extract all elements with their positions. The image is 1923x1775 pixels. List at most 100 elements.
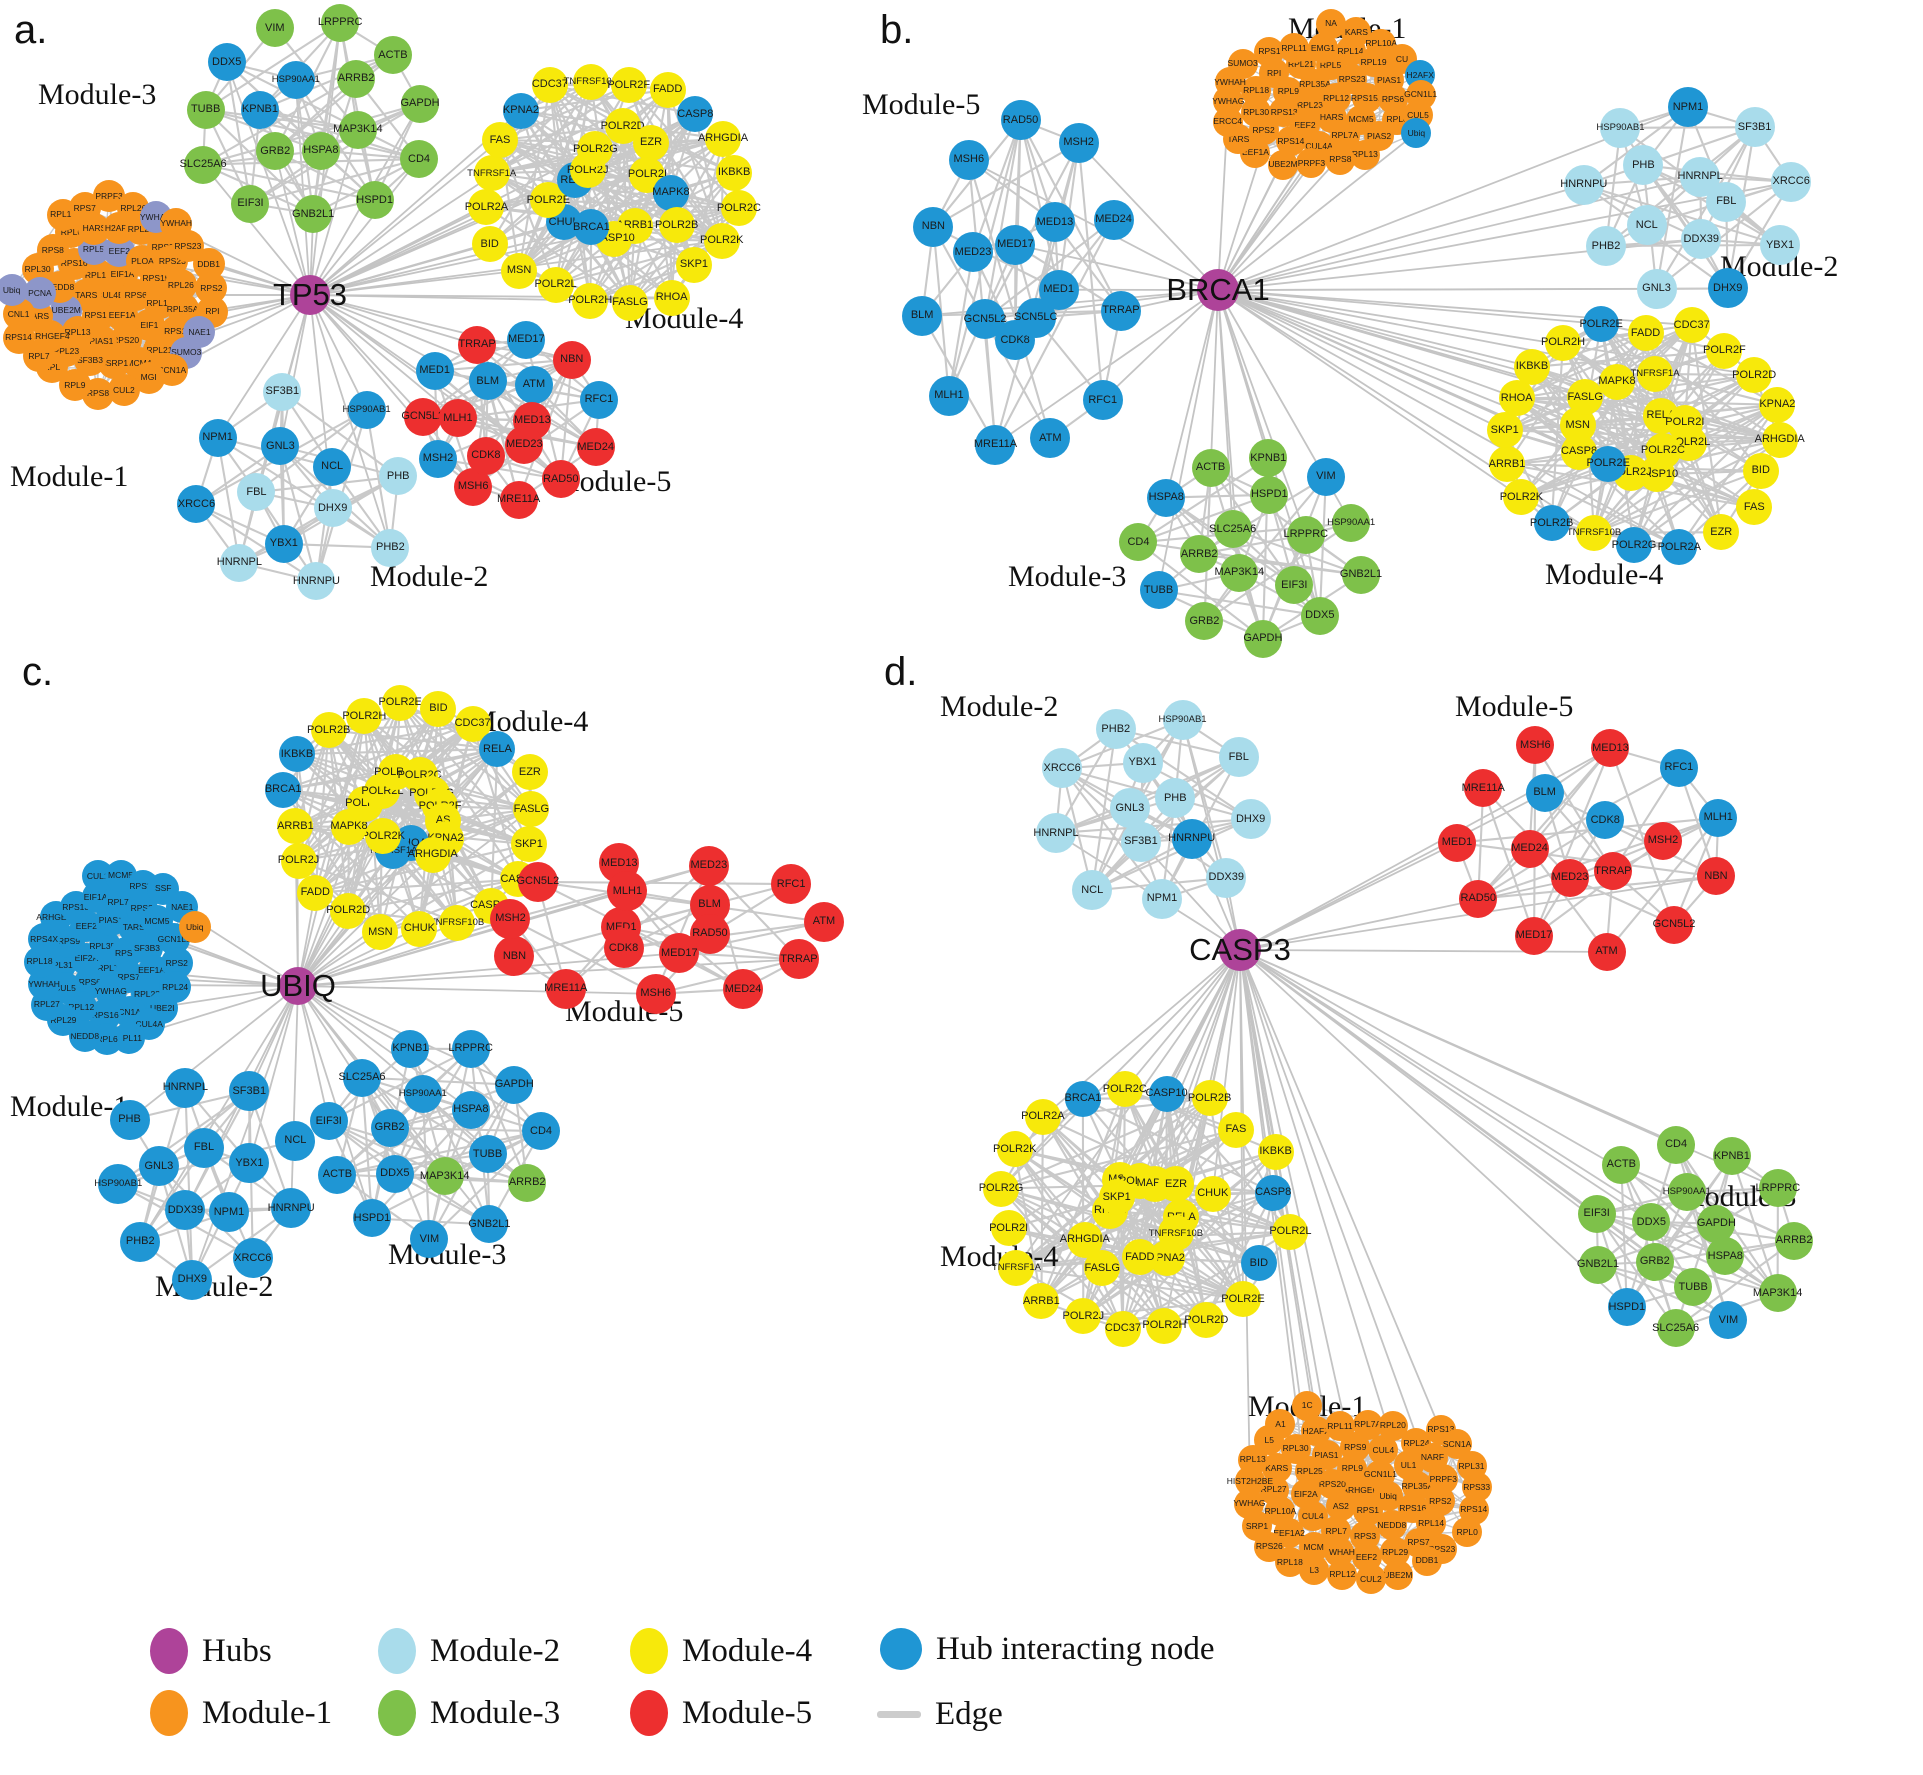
network-node[interactable]: SF3B1	[1734, 107, 1775, 148]
network-node[interactable]: SLC25A6	[1652, 1309, 1699, 1348]
network-node[interactable]: BRCA1	[265, 771, 302, 808]
network-node[interactable]: EZR	[1703, 514, 1740, 551]
network-node[interactable]: PHB2	[1586, 226, 1626, 267]
network-node[interactable]: SF3B1	[263, 372, 302, 411]
network-node[interactable]: LRPPRC	[318, 3, 362, 42]
network-node[interactable]: HSPA8	[1147, 478, 1186, 517]
network-node[interactable]: POLR2H	[1142, 1307, 1186, 1344]
network-node[interactable]: PHB	[379, 457, 418, 496]
network-node[interactable]: SF3B1	[229, 1071, 270, 1112]
network-node[interactable]: POLR2I	[989, 1210, 1028, 1247]
network-node[interactable]: DDB1	[1411, 1545, 1442, 1576]
network-node[interactable]: MED24	[576, 428, 615, 466]
network-node[interactable]: MED23	[688, 845, 729, 886]
network-node[interactable]: NBN	[552, 340, 591, 379]
network-node[interactable]: ACTB	[318, 1155, 357, 1194]
network-node[interactable]: PHB	[1155, 778, 1196, 819]
network-node[interactable]: GNB2L1	[468, 1205, 511, 1244]
network-node[interactable]: XRCC6	[1771, 161, 1812, 202]
network-node[interactable]: FASLG	[612, 284, 648, 321]
network-node[interactable]: HNRNPU	[1560, 164, 1607, 205]
network-node[interactable]: CHUK	[401, 910, 438, 947]
network-node[interactable]: ACTB	[373, 36, 412, 75]
network-node[interactable]: RELA	[479, 731, 516, 768]
network-node[interactable]: HSPD1	[1607, 1288, 1646, 1327]
network-node[interactable]: RPL11	[1279, 33, 1310, 64]
network-node[interactable]: GNB2L1	[1577, 1245, 1619, 1284]
network-node[interactable]: ARRB2	[1180, 535, 1219, 574]
network-node[interactable]: TNFRSF10B	[430, 904, 484, 941]
network-node[interactable]: MLH1	[1699, 798, 1738, 837]
network-node[interactable]: GAPDH	[401, 84, 440, 123]
network-node[interactable]: ATM	[1587, 932, 1626, 971]
network-node[interactable]: ARRB1	[1023, 1283, 1060, 1320]
network-node[interactable]: RFC1	[1659, 748, 1698, 787]
network-node[interactable]: GCN5L2	[401, 397, 444, 436]
network-node[interactable]: NBN	[494, 936, 535, 977]
network-node[interactable]: HSP90AB1	[94, 1163, 142, 1204]
network-node[interactable]: HSP90AA1	[272, 60, 320, 99]
network-node[interactable]: RAD50	[1000, 100, 1041, 141]
network-node[interactable]: PHB	[109, 1099, 150, 1140]
network-node[interactable]: MED24	[1093, 199, 1134, 240]
network-node[interactable]: CD4	[400, 140, 439, 179]
network-node[interactable]: NCL	[1072, 870, 1113, 911]
network-node[interactable]: FAS	[1217, 1111, 1254, 1148]
network-node[interactable]: TNFRSF1A	[467, 155, 516, 192]
network-node[interactable]: MSH6	[1516, 726, 1555, 765]
network-node[interactable]: MSH6	[948, 139, 989, 180]
network-node[interactable]: KPNA2	[1759, 386, 1795, 423]
network-node[interactable]: VIM	[1709, 1301, 1748, 1340]
network-node[interactable]: FAS	[1736, 489, 1773, 526]
network-node[interactable]: POLR2H	[568, 282, 612, 319]
network-node[interactable]: HSPD1	[1250, 475, 1289, 514]
network-node[interactable]: RPL0	[1452, 1516, 1483, 1547]
network-node[interactable]: RHOA	[1498, 380, 1535, 417]
network-node[interactable]: MSH2	[1058, 122, 1099, 163]
network-node[interactable]: EIF3I	[1275, 566, 1314, 605]
network-node[interactable]: SLC25A6	[180, 145, 227, 184]
network-node[interactable]: UBE2M	[1267, 149, 1298, 180]
network-node[interactable]: TNFRSF1A	[1630, 355, 1680, 392]
network-node[interactable]: XRCC6	[177, 485, 216, 524]
network-node[interactable]: FBL	[1706, 181, 1747, 222]
network-node[interactable]: MED1	[1438, 823, 1476, 862]
network-node[interactable]: 1C	[1292, 1390, 1323, 1421]
network-node[interactable]: ATM	[804, 901, 844, 942]
network-node[interactable]: BID	[420, 690, 457, 727]
network-node[interactable]: GNB2L1	[1340, 555, 1382, 594]
network-node[interactable]: MLH1	[607, 871, 648, 912]
network-node[interactable]: HNRNPL	[217, 543, 262, 582]
network-node[interactable]: DDX39	[165, 1190, 206, 1231]
network-node[interactable]: CDK8	[466, 436, 505, 475]
network-node[interactable]: YBX1	[264, 524, 303, 563]
network-node[interactable]: RFC1	[771, 864, 812, 905]
network-node[interactable]: POLR2B	[1188, 1080, 1231, 1117]
network-node[interactable]: POLR2E	[1587, 445, 1630, 482]
network-node[interactable]: MED17	[659, 933, 700, 974]
network-node[interactable]: TNFRSF1A	[992, 1249, 1041, 1286]
network-node[interactable]: GNL3	[1636, 268, 1677, 309]
network-node[interactable]: POLR2L	[1269, 1213, 1312, 1250]
network-node[interactable]: HSP90AA1	[399, 1075, 447, 1114]
network-node[interactable]: DDX5	[375, 1154, 414, 1193]
network-node[interactable]: FBL	[1218, 737, 1259, 778]
network-node[interactable]: HNRNPL	[163, 1067, 208, 1108]
network-node[interactable]: ARHGDIA	[698, 120, 748, 157]
network-node[interactable]: SKP1	[1486, 412, 1523, 449]
network-node[interactable]: HSPA8	[451, 1090, 490, 1129]
network-node[interactable]: POLR2E	[378, 684, 422, 721]
network-node[interactable]: HNRNPU	[293, 562, 340, 601]
network-node[interactable]: MRE11A	[1462, 769, 1505, 808]
network-node[interactable]: GNB2L1	[292, 195, 334, 234]
network-node[interactable]: TUBB	[186, 90, 225, 129]
network-node[interactable]: HSP90AA1	[1663, 1173, 1711, 1212]
network-node[interactable]: HNRNPU	[268, 1188, 315, 1229]
network-node[interactable]: RPL11	[1324, 1411, 1355, 1442]
network-node[interactable]: A1	[1265, 1409, 1296, 1440]
network-node[interactable]: NEDD8	[1376, 1510, 1407, 1541]
network-node[interactable]: MAP3K14	[420, 1157, 469, 1196]
network-node[interactable]: HSPA8	[1706, 1237, 1745, 1276]
network-node[interactable]: RPL30	[1241, 96, 1272, 127]
network-node[interactable]: EIF3I	[231, 184, 270, 223]
